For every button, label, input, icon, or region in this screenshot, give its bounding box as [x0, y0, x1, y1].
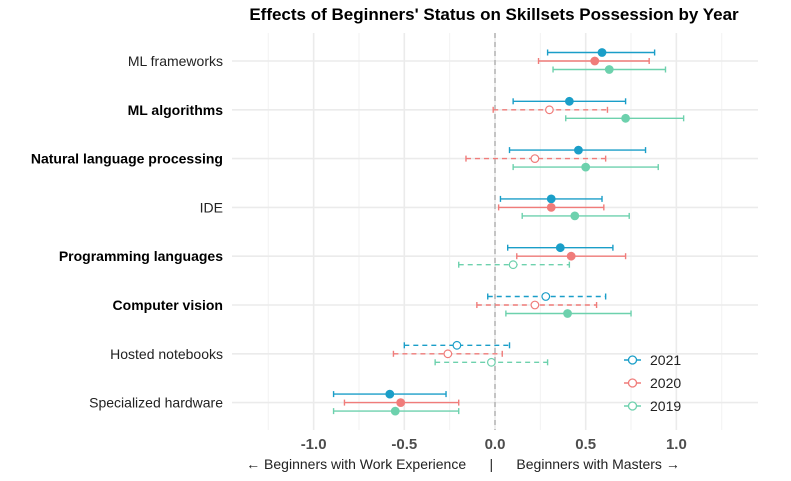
legend-key-marker	[627, 378, 638, 388]
point-estimate	[486, 357, 496, 367]
point-estimate	[452, 340, 462, 350]
point-estimate	[564, 96, 574, 106]
point-estimate	[385, 389, 395, 399]
point-estimate	[508, 260, 518, 270]
point-estimate	[390, 406, 400, 416]
point-estimate	[396, 398, 406, 408]
legend-key-marker	[627, 355, 638, 365]
legend-entry-2021: 2021	[624, 352, 681, 368]
x-tick-label: 0.0	[485, 436, 506, 453]
x-tick-labels: -1.0 -0.5 0.0 0.5 1.0	[301, 436, 687, 453]
point-estimate	[566, 251, 576, 261]
legend: 2021 2020 2019	[624, 352, 681, 414]
point-estimate	[546, 202, 556, 212]
point-estimate	[555, 243, 565, 253]
category-label: IDE	[200, 199, 223, 215]
point-estimate	[597, 48, 607, 57]
point-estimate	[590, 56, 600, 66]
category-label: ML frameworks	[128, 53, 223, 69]
point-estimate	[530, 300, 540, 310]
x-axis-label: ← Beginners with Work Experience | Begin…	[246, 456, 680, 472]
point-estimate	[443, 349, 453, 359]
category-label: ML algorithms	[128, 102, 224, 118]
point-estimate	[604, 65, 614, 74]
category-label: Programming languages	[59, 248, 223, 264]
legend-key-marker	[627, 401, 638, 411]
x-tick-label: 1.0	[666, 436, 687, 453]
x-tick-label: 0.5	[575, 436, 596, 453]
x-tick-label: -0.5	[391, 436, 417, 453]
point-estimate	[546, 194, 556, 204]
category-label: Computer vision	[113, 297, 223, 313]
legend-label: 2020	[650, 375, 681, 391]
point-estimate	[563, 309, 572, 318]
legend-entry-2019: 2019	[624, 398, 681, 414]
legend-label: 2021	[650, 352, 681, 368]
point-estimate	[545, 105, 554, 115]
series-2020	[343, 56, 650, 408]
data-layer	[332, 48, 685, 416]
series-2021	[332, 48, 656, 399]
category-label: Hosted notebooks	[110, 346, 223, 362]
category-labels: ML frameworks ML algorithms Natural langua…	[31, 53, 223, 411]
point-estimate	[621, 113, 630, 123]
series-2019	[332, 65, 685, 416]
legend-entry-2020: 2020	[624, 375, 681, 391]
point-estimate	[574, 145, 583, 155]
point-estimate	[570, 211, 580, 221]
category-label: Specialized hardware	[89, 395, 223, 411]
legend-label: 2019	[650, 398, 681, 414]
point-estimate	[581, 162, 591, 172]
category-label: Natural language processing	[31, 151, 223, 167]
point-estimate	[530, 154, 540, 164]
chart-title: Effects of Beginners' Status on Skillset…	[249, 5, 739, 24]
point-estimate	[541, 292, 551, 301]
x-tick-label: -1.0	[301, 436, 327, 453]
